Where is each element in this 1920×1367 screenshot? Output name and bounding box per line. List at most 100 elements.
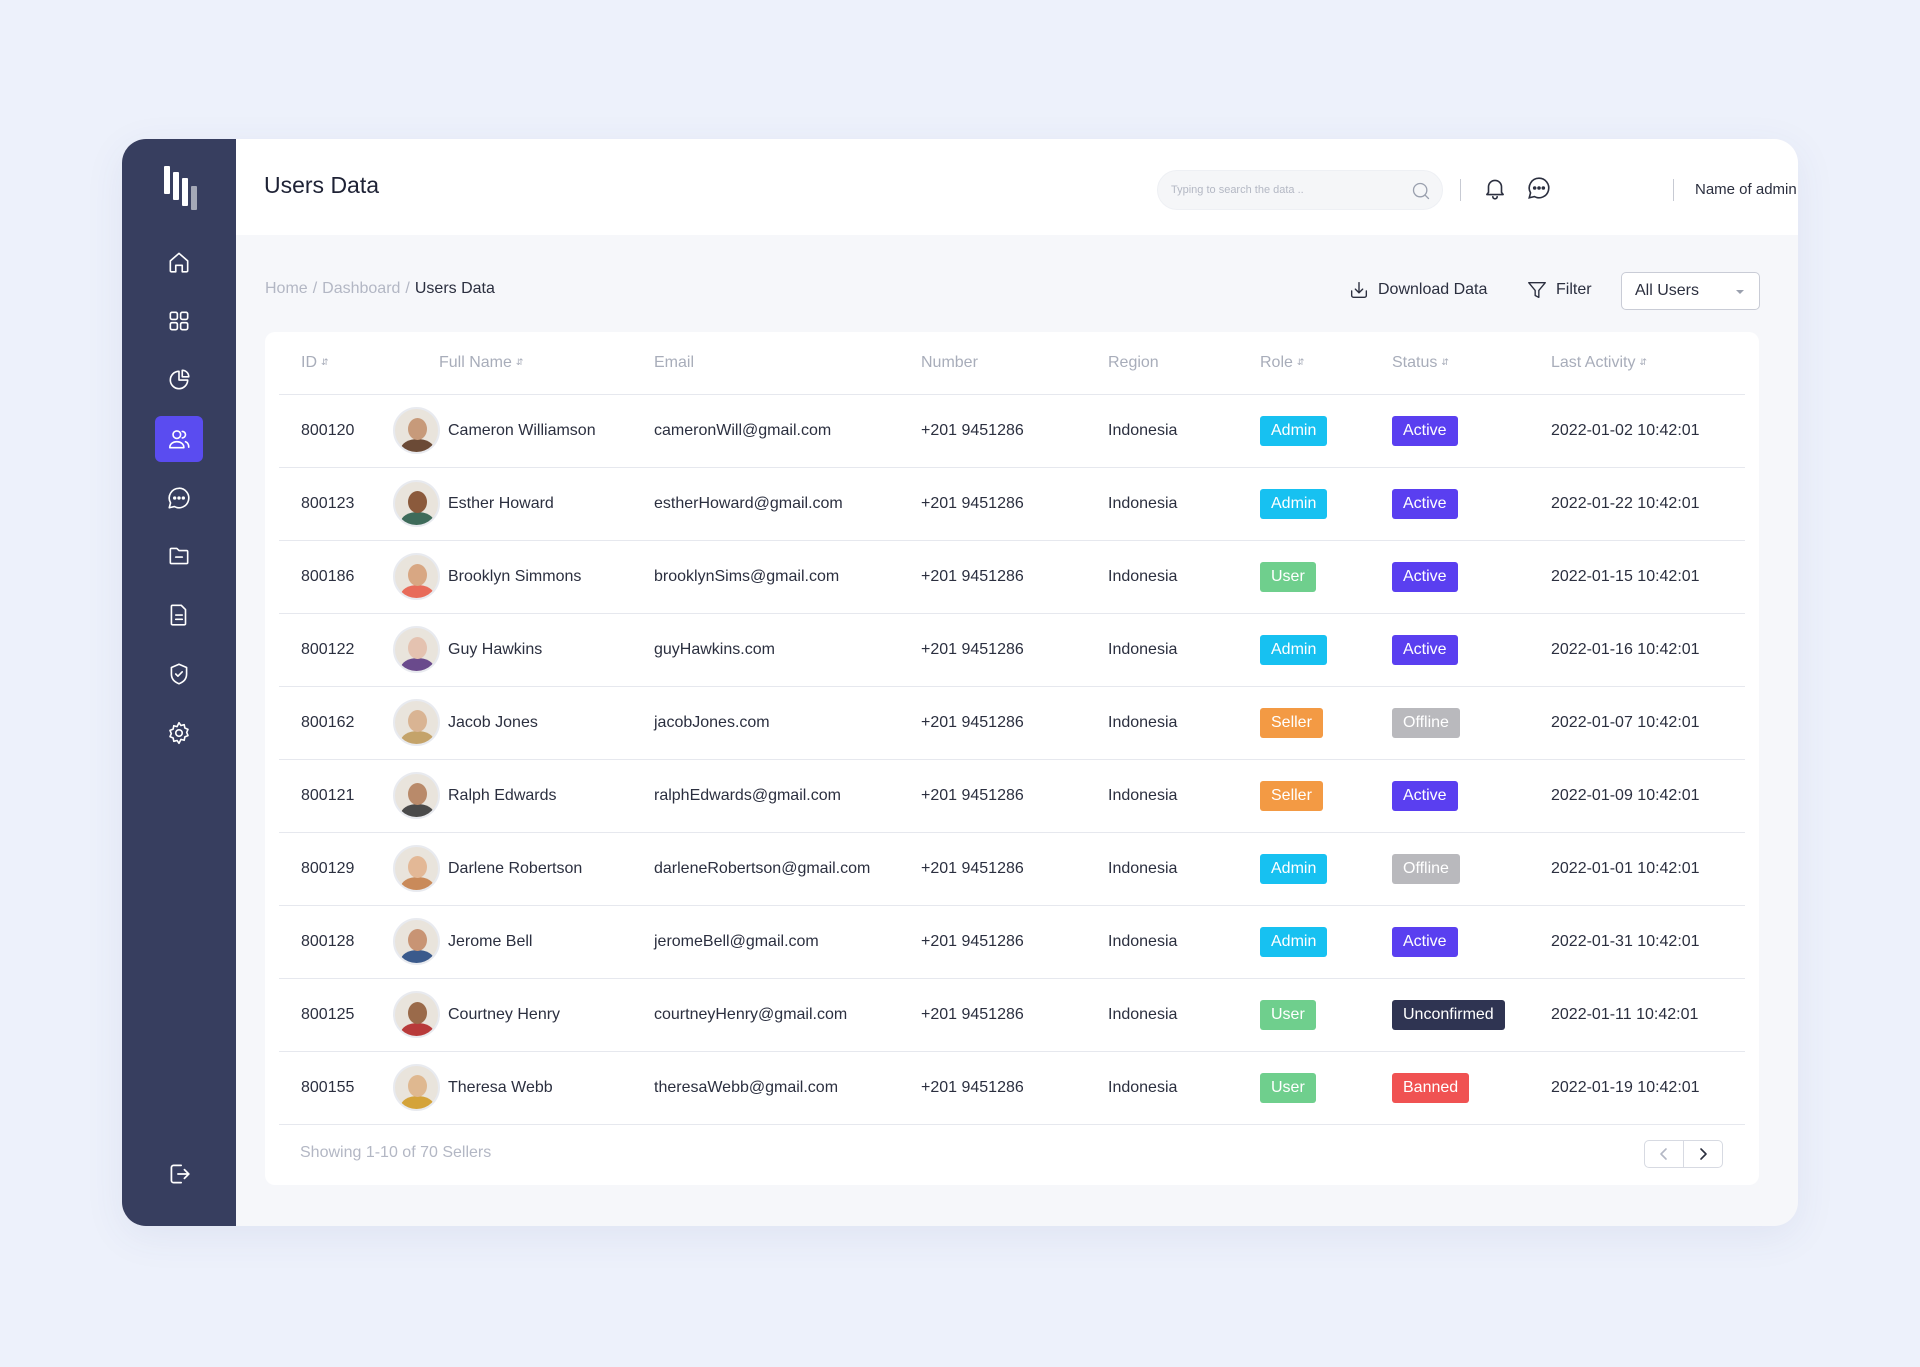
column-header-status[interactable]: Status ⇵ (1392, 332, 1549, 395)
user-full-name[interactable]: Darlene Robertson (448, 859, 583, 877)
user-avatar[interactable] (393, 480, 440, 527)
column-header-last-activity[interactable]: Last Activity ⇵ (1549, 332, 1745, 395)
table-row[interactable]: 800155 Theresa Webb theresaWebb@gmail.com +… (279, 1051, 1745, 1125)
cell-region: Indonesia (1108, 759, 1260, 833)
user-full-name[interactable]: Jerome Bell (448, 932, 533, 950)
user-type-select[interactable]: All Users (1621, 272, 1760, 310)
sidebar-item-dashboard-grid[interactable] (155, 298, 203, 344)
admin-name[interactable]: Name of admin (1695, 181, 1797, 198)
avatar-face-shape (408, 1002, 427, 1024)
download-data-button[interactable]: Download Data (1348, 279, 1487, 301)
user-name-cell: Courtney Henry (393, 991, 654, 1038)
app-window: Users Data Name of admin Home/Dashboard/… (122, 139, 1798, 1226)
filter-button[interactable]: Filter (1526, 279, 1592, 301)
user-avatar[interactable] (393, 626, 440, 673)
notification-bell-icon[interactable] (1482, 175, 1508, 201)
sidebar-item-shield-check[interactable] (155, 651, 203, 697)
table-row[interactable]: 800162 Jacob Jones jacobJones.com +201 9451… (279, 686, 1745, 760)
sidebar-item-chat[interactable] (155, 475, 203, 521)
user-full-name[interactable]: Guy Hawkins (448, 640, 543, 658)
avatar-body-shape (401, 877, 434, 890)
column-header-role-label: Role (1260, 353, 1293, 371)
avatar-face-shape (408, 564, 427, 586)
breadcrumb-dashboard[interactable]: Dashboard (322, 280, 401, 297)
sort-icon[interactable]: ⇵ (1296, 357, 1305, 368)
user-avatar[interactable] (393, 553, 440, 600)
cell-id: 800121 (279, 759, 393, 833)
sidebar-item-home[interactable] (155, 239, 203, 285)
sidebar-item-settings-gear[interactable] (155, 710, 203, 756)
avatar-face-shape (408, 856, 427, 878)
column-header-id[interactable]: ID ⇵ (279, 332, 393, 395)
sidebar-item-folder[interactable] (155, 533, 203, 579)
user-avatar[interactable] (393, 699, 440, 746)
sort-icon[interactable]: ⇵ (1639, 357, 1648, 368)
avatar-body-shape (401, 512, 434, 525)
sidebar-item-pie-chart[interactable] (155, 357, 203, 403)
avatar-face-shape (408, 710, 427, 732)
chevron-left-icon (1660, 1148, 1667, 1160)
cell-number: +201 9451286 (921, 394, 1108, 468)
user-avatar[interactable] (393, 845, 440, 892)
user-full-name[interactable]: Theresa Webb (448, 1078, 553, 1096)
user-full-name[interactable]: Cameron Williamson (448, 421, 596, 439)
table-row[interactable]: 800121 Ralph Edwards ralphEdwards@gmail.co… (279, 759, 1745, 833)
avatar-face-shape (408, 637, 427, 659)
cell-number: +201 9451286 (921, 686, 1108, 760)
role-badge: Admin (1260, 634, 1328, 665)
user-full-name[interactable]: Ralph Edwards (448, 786, 557, 804)
cell-region: Indonesia (1108, 394, 1260, 468)
user-name-cell: Darlene Robertson (393, 845, 654, 892)
role-badge: Admin (1260, 488, 1328, 519)
cell-number: +201 9451286 (921, 905, 1108, 979)
settings-gear-icon (169, 721, 189, 745)
cell-last-activity: 2022-01-16 10:42:01 (1549, 613, 1745, 687)
user-avatar[interactable] (393, 772, 440, 819)
user-full-name[interactable]: Courtney Henry (448, 1005, 561, 1023)
table-row[interactable]: 800123 Esther Howard estherHoward@gmail.co… (279, 467, 1745, 541)
sidebar-item-users[interactable] (155, 416, 203, 462)
user-full-name[interactable]: Esther Howard (448, 494, 554, 512)
status-badge: Offline (1392, 853, 1460, 884)
search-icon[interactable] (1411, 181, 1431, 201)
user-full-name[interactable]: Jacob Jones (448, 713, 538, 731)
cell-last-activity: 2022-01-15 10:42:01 (1549, 540, 1745, 614)
table-row[interactable]: 800186 Brooklyn Simmons brooklynSims@gmail… (279, 540, 1745, 614)
sort-icon[interactable]: ⇵ (321, 357, 329, 368)
sort-icon[interactable]: ⇵ (515, 357, 524, 368)
cell-id: 800129 (279, 832, 393, 906)
search-box[interactable] (1157, 170, 1443, 210)
brand-logo[interactable] (164, 166, 198, 211)
avatar-body-shape (401, 731, 434, 744)
column-header-region: Region (1108, 332, 1260, 395)
table-row[interactable]: 800129 Darlene Robertson darleneRobertson@… (279, 832, 1745, 906)
breadcrumb-separator: / (312, 280, 318, 297)
table-row[interactable]: 800125 Courtney Henry courtneyHenry@gmail.… (279, 978, 1745, 1052)
user-full-name[interactable]: Brooklyn Simmons (448, 567, 582, 585)
cell-region: Indonesia (1108, 905, 1260, 979)
filter-funnel-icon (1528, 281, 1546, 299)
column-header-last-activity-label: Last Activity (1551, 353, 1636, 371)
column-header-full-name[interactable]: Full Name ⇵ (393, 332, 654, 395)
sidebar-item-document[interactable] (155, 592, 203, 638)
cell-email: darleneRobertson@gmail.com (654, 832, 921, 906)
sort-icon[interactable]: ⇵ (1441, 357, 1449, 368)
table-row[interactable]: 800128 Jerome Bell jeromeBell@gmail.com +20… (279, 905, 1745, 979)
cell-number: +201 9451286 (921, 613, 1108, 687)
messages-icon[interactable] (1526, 175, 1552, 201)
logout-button[interactable] (155, 1151, 203, 1197)
user-avatar[interactable] (393, 991, 440, 1038)
table-row[interactable]: 800122 Guy Hawkins guyHawkins.com +201 9451… (279, 613, 1745, 687)
user-name-cell: Brooklyn Simmons (393, 553, 654, 600)
table-row[interactable]: 800120 Cameron Williamson cameronWill@gmai… (279, 394, 1745, 468)
previous-page-button[interactable] (1645, 1141, 1684, 1167)
user-avatar[interactable] (393, 918, 440, 965)
avatar-body-shape (401, 585, 434, 598)
search-input[interactable] (1171, 171, 1401, 209)
user-avatar[interactable] (393, 407, 440, 454)
column-header-role[interactable]: Role ⇵ (1260, 332, 1392, 395)
role-badge: User (1260, 561, 1316, 592)
next-page-button[interactable] (1684, 1141, 1722, 1167)
user-avatar[interactable] (393, 1064, 440, 1111)
breadcrumb-home[interactable]: Home (265, 280, 308, 297)
